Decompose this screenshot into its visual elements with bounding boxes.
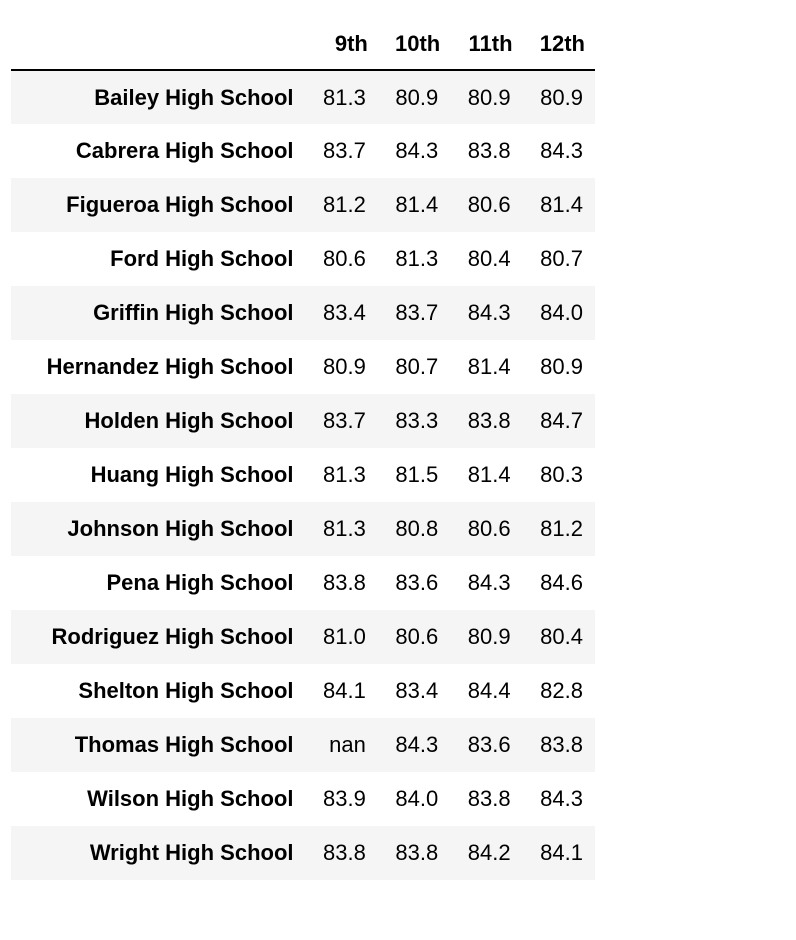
school-name: Bailey High School [94,84,294,110]
score-cell: 83.8 [540,732,583,757]
table-row: Bailey High School 81.3 80.9 80.9 80.9 [11,70,595,124]
school-name: Holden High School [84,408,294,433]
score-cell: 81.5 [395,462,439,487]
score-cell: 80.6 [467,192,511,217]
school-name: Cabrera High School [75,138,294,163]
column-header-9th: 9th [334,30,368,56]
score-cell: 80.6 [323,246,366,271]
score-cell: 83.3 [395,408,439,433]
index-header [11,18,306,70]
score-cell: 83.8 [395,840,439,865]
table-row: Shelton High School 84.1 83.4 84.4 82.8 [11,664,595,718]
score-cell: 84.6 [540,570,583,595]
score-cell: 81.4 [467,354,511,379]
score-cell: 84.1 [540,840,583,865]
school-name: Wilson High School [87,786,294,811]
score-cell: 84.2 [467,840,511,865]
table-row: Wilson High School 83.9 84.0 83.8 84.3 [11,772,595,826]
table-body: Bailey High School 81.3 80.9 80.9 80.9 C… [11,70,595,880]
table-row: Johnson High School 81.3 80.8 80.6 81.2 [11,502,595,556]
score-cell: 83.8 [467,138,511,163]
score-cell: 81.2 [540,516,583,541]
score-cell: 83.4 [323,300,366,325]
score-cell: 80.7 [540,246,583,271]
score-cell: 83.8 [467,786,511,811]
school-name: Rodriguez High School [51,624,294,649]
score-cell: 83.8 [323,570,366,595]
score-cell: 81.3 [323,516,366,541]
header-row: 9th 10th 11th 12th [11,18,595,70]
table-row: Rodriguez High School 81.0 80.6 80.9 80.… [11,610,595,664]
score-cell: 80.7 [395,354,439,379]
score-cell: 84.7 [540,408,583,433]
score-cell: 84.3 [540,786,583,811]
score-cell: 81.4 [467,462,511,487]
score-cell: 82.8 [540,678,583,703]
school-name: Ford High School [110,246,294,271]
score-cell: 80.4 [467,246,511,271]
table-row: Huang High School 81.3 81.5 81.4 80.3 [11,448,595,502]
score-cell: 83.7 [323,138,366,163]
score-cell: 80.4 [540,624,583,649]
score-cell: 81.2 [323,192,366,217]
score-cell: 84.0 [540,300,583,325]
score-cell: 81.3 [323,462,366,487]
table-row: Griffin High School 83.4 83.7 84.3 84.0 [11,286,595,340]
score-cell: 83.8 [467,408,511,433]
score-cell: 81.4 [540,192,583,217]
score-cell: 84.1 [323,678,366,703]
table-row: Pena High School 83.8 83.6 84.3 84.6 [11,556,595,610]
score-cell: 83.6 [395,570,439,595]
score-cell: 81.3 [323,84,366,110]
table-row: Thomas High School nan 84.3 83.6 83.8 [11,718,595,772]
table-row: Holden High School 83.7 83.3 83.8 84.7 [11,394,595,448]
score-cell: 80.8 [395,516,439,541]
school-name: Griffin High School [93,300,294,325]
column-header-12th: 12th [539,30,585,56]
score-cell: 80.3 [540,462,583,487]
column-header-11th: 11th [468,30,513,56]
column-header-10th: 10th [394,30,441,56]
dataframe-table: 9th 10th 11th 12th Bailey High School 81… [11,18,595,880]
score-cell: 84.3 [467,570,511,595]
score-cell: 83.4 [395,678,439,703]
score-cell: 80.9 [467,624,511,649]
score-cell: 84.3 [395,732,439,757]
score-cell: 81.0 [323,624,366,649]
score-cell: 80.6 [467,516,511,541]
table-row: Figueroa High School 81.2 81.4 80.6 81.4 [11,178,595,232]
score-cell: 84.4 [467,678,511,703]
score-cell: 84.0 [395,786,439,811]
school-name: Pena High School [106,570,294,595]
school-name: Shelton High School [78,678,294,703]
school-name: Wright High School [89,840,294,865]
school-name: Hernandez High School [46,354,294,379]
score-cell: 84.3 [395,138,439,163]
score-cell: nan [329,732,366,757]
score-cell: 83.6 [467,732,511,757]
school-name: Figueroa High School [66,192,294,217]
school-name: Thomas High School [74,732,294,757]
score-cell: 84.3 [540,138,583,163]
score-cell: 80.9 [540,84,583,110]
table-row: Ford High School 80.6 81.3 80.4 80.7 [11,232,595,286]
score-cell: 80.9 [395,84,439,110]
score-cell: 83.8 [323,840,366,865]
table-row: Cabrera High School 83.7 84.3 83.8 84.3 [11,124,595,178]
score-cell: 84.3 [467,300,511,325]
score-cell: 81.4 [395,192,439,217]
score-cell: 80.6 [395,624,439,649]
score-cell: 83.9 [323,786,366,811]
table-row: Hernandez High School 80.9 80.7 81.4 80.… [11,340,595,394]
table-row: Wright High School 83.8 83.8 84.2 84.1 [11,826,595,880]
score-cell: 83.7 [395,300,439,325]
score-cell: 80.9 [540,354,583,379]
score-cell: 81.3 [395,246,439,271]
school-name: Johnson High School [67,516,294,541]
score-cell: 83.7 [323,408,366,433]
table-header: 9th 10th 11th 12th [11,18,595,70]
score-cell: 80.9 [467,84,511,110]
school-name: Huang High School [90,462,294,487]
score-cell: 80.9 [323,354,366,379]
